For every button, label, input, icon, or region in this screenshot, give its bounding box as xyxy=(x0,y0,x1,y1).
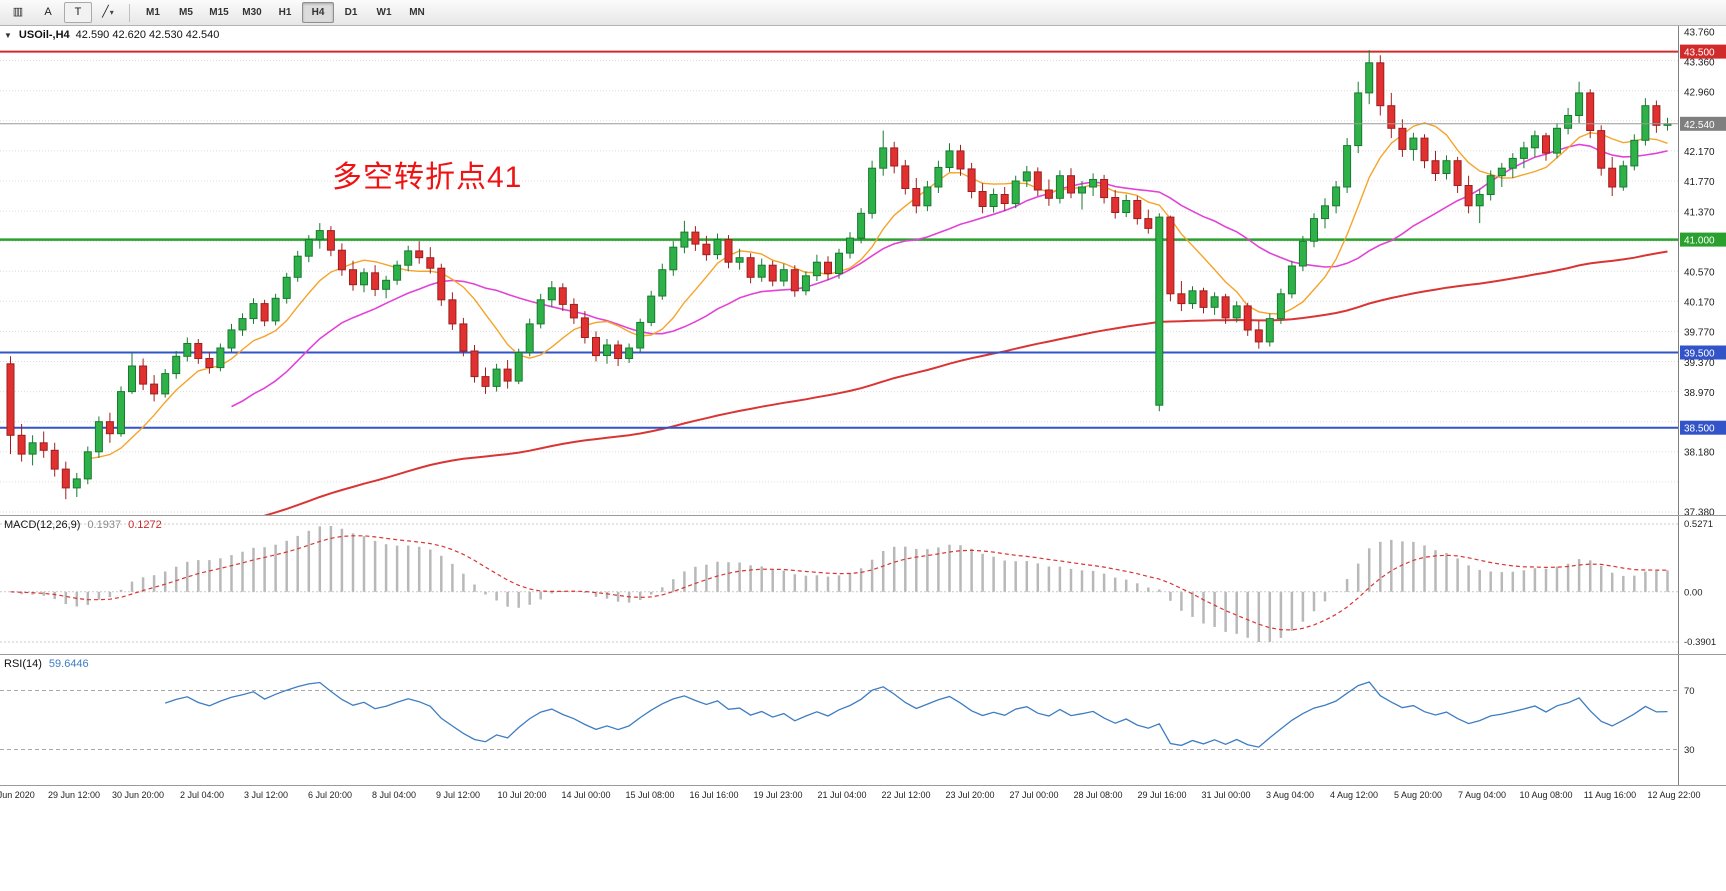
price-label: 40.570 xyxy=(1684,268,1715,279)
ma-slow-line xyxy=(263,250,1668,515)
timeframe-h4[interactable]: H4 xyxy=(302,2,334,23)
rsi-canvas: 70 30 xyxy=(0,655,1695,785)
price-badge xyxy=(1680,232,1726,247)
price-label: 39.370 xyxy=(1684,358,1715,369)
rsi-axis-label: 70 xyxy=(1684,686,1695,697)
timeframe-h1[interactable]: H1 xyxy=(278,7,292,18)
price-label: 43.760 xyxy=(1684,28,1715,39)
price-badge-label: 38.500 xyxy=(1684,424,1715,435)
time-label: 3 Jul 12:00 xyxy=(243,790,289,800)
timeframe-d1[interactable]: D1 xyxy=(344,7,358,18)
macd-signal-line xyxy=(10,535,1668,631)
rsi-value: 59.6446 xyxy=(48,658,89,670)
timeframe-mn[interactable]: MN xyxy=(409,7,425,18)
time-label: 22 Jul 12:00 xyxy=(881,790,931,800)
macd-histogram xyxy=(20,526,1669,642)
time-label: 26 Jun 2020 xyxy=(0,790,35,800)
main-chart-canvas[interactable]: 43.760 43.360 42.960 42.170 41.770 41.370 40.5… xyxy=(0,26,1726,515)
time-label: 10 Jul 20:00 xyxy=(497,790,547,800)
price-badge-label: 41.000 xyxy=(1684,236,1715,247)
draw-icon: ╱ xyxy=(102,6,109,18)
price-label: 43.360 xyxy=(1684,58,1715,69)
time-label: 29 Jun 12:00 xyxy=(47,790,101,800)
time-label: 7 Aug 04:00 xyxy=(1457,790,1507,800)
price-label: 39.770 xyxy=(1684,328,1715,339)
macd-canvas: 0.5271 0.00 -0.3901 xyxy=(0,516,1716,654)
time-label: 16 Jul 16:00 xyxy=(689,790,739,800)
rsi-label: RSI(14) xyxy=(4,658,42,670)
toolbar-separator xyxy=(129,3,130,22)
time-label: 12 Aug 22:00 xyxy=(1647,790,1701,800)
cursor-tool-button[interactable]: A xyxy=(44,6,52,18)
time-label: 9 Jul 12:00 xyxy=(435,790,481,800)
macd-axis-label: 0.00 xyxy=(1684,587,1703,598)
macd-title: MACD(12,26,9) 0.1937 0.1272 xyxy=(4,519,162,531)
time-label: 2 Jul 04:00 xyxy=(179,790,225,800)
time-label: 6 Jul 20:00 xyxy=(307,790,353,800)
time-label: 30 Jun 20:00 xyxy=(111,790,165,800)
macd-label: MACD(12,26,9) xyxy=(4,519,81,531)
macd-signal-value: 0.1272 xyxy=(128,519,162,531)
time-label: 4 Aug 12:00 xyxy=(1329,790,1379,800)
rsi-panel[interactable]: 70 30 RSI(14) 59.6446 xyxy=(0,655,1726,786)
price-label: 40.170 xyxy=(1684,298,1715,309)
time-label: 11 Aug 16:00 xyxy=(1583,790,1637,800)
macd-panel[interactable]: 0.5271 0.00 -0.3901 MACD(12,26,9) 0.1937 0… xyxy=(0,516,1726,655)
time-label: 14 Jul 00:00 xyxy=(561,790,611,800)
time-label: 10 Aug 08:00 xyxy=(1519,790,1573,800)
price-label: 38.970 xyxy=(1684,388,1715,399)
price-badge-label: 42.540 xyxy=(1684,120,1715,131)
chart-type-icon[interactable]: ▥ xyxy=(12,6,24,18)
timeframe-m30[interactable]: M30 xyxy=(242,7,262,18)
timeframe-w1[interactable]: W1 xyxy=(376,7,392,18)
time-label: 19 Jul 23:00 xyxy=(753,790,803,800)
chart-title: ▼ USOil-,H4 42.590 42.620 42.530 42.540 xyxy=(4,29,219,41)
macd-value: 0.1937 xyxy=(87,519,122,531)
collapse-icon[interactable]: ▼ xyxy=(4,31,12,40)
timeframe-m5[interactable]: M5 xyxy=(179,7,193,18)
price-label: 42.960 xyxy=(1684,88,1715,99)
price-badge xyxy=(1680,420,1726,435)
candles xyxy=(6,50,1672,500)
grid-lines xyxy=(0,60,1678,513)
time-label: 27 Jul 00:00 xyxy=(1009,790,1059,800)
ohlc-values: 42.590 42.620 42.530 42.540 xyxy=(75,29,220,41)
time-label: 23 Jul 20:00 xyxy=(945,790,995,800)
toolbar: ▥ A T ╱▾ M1 M5 M15 M30 H1 H4 D1 W1 MN xyxy=(0,0,1726,26)
price-label: 38.180 xyxy=(1684,447,1715,458)
time-label: 5 Aug 20:00 xyxy=(1393,790,1443,800)
time-axis[interactable]: 26 Jun 2020 29 Jun 12:00 30 Jun 20:00 2 Jul… xyxy=(0,786,1726,804)
time-label: 3 Aug 04:00 xyxy=(1265,790,1315,800)
time-label: 31 Jul 00:00 xyxy=(1201,790,1251,800)
price-badge xyxy=(1680,345,1726,360)
macd-axis-label: -0.3901 xyxy=(1684,637,1716,648)
chart-annotation: 多空转折点41 xyxy=(332,161,523,194)
price-badge-label: 39.500 xyxy=(1684,349,1715,360)
price-label: 42.170 xyxy=(1684,147,1715,158)
price-badge xyxy=(1680,116,1726,131)
macd-axis-label: 0.5271 xyxy=(1684,519,1713,530)
timeframe-group: M1 M5 M15 M30 H1 H4 D1 W1 MN xyxy=(137,2,433,23)
price-label: 37.380 xyxy=(1684,508,1715,516)
price-badge-label: 43.500 xyxy=(1684,48,1715,59)
main-chart-panel[interactable]: 43.760 43.360 42.960 42.170 41.770 41.370 40.5… xyxy=(0,26,1726,516)
timeframe-m1[interactable]: M1 xyxy=(146,7,160,18)
chevron-down-icon: ▾ xyxy=(109,8,114,17)
price-label: 41.370 xyxy=(1684,207,1715,218)
price-label: 41.770 xyxy=(1684,177,1715,188)
time-label: 28 Jul 08:00 xyxy=(1073,790,1123,800)
time-label: 8 Jul 04:00 xyxy=(371,790,417,800)
price-badge xyxy=(1680,44,1726,59)
text-tool-button[interactable]: T xyxy=(64,2,92,23)
timeframe-m15[interactable]: M15 xyxy=(209,7,229,18)
time-label: 15 Jul 08:00 xyxy=(625,790,675,800)
rsi-line xyxy=(164,681,1668,748)
rsi-axis-label: 30 xyxy=(1684,745,1695,756)
time-label: 21 Jul 04:00 xyxy=(817,790,867,800)
ma-medium-line xyxy=(231,143,1668,408)
symbol-label: USOil-,H4 xyxy=(18,29,70,41)
rsi-title: RSI(14) 59.6446 xyxy=(4,658,89,670)
draw-tool-dropdown[interactable]: ╱▾ xyxy=(94,2,122,23)
time-label: 29 Jul 16:00 xyxy=(1137,790,1187,800)
